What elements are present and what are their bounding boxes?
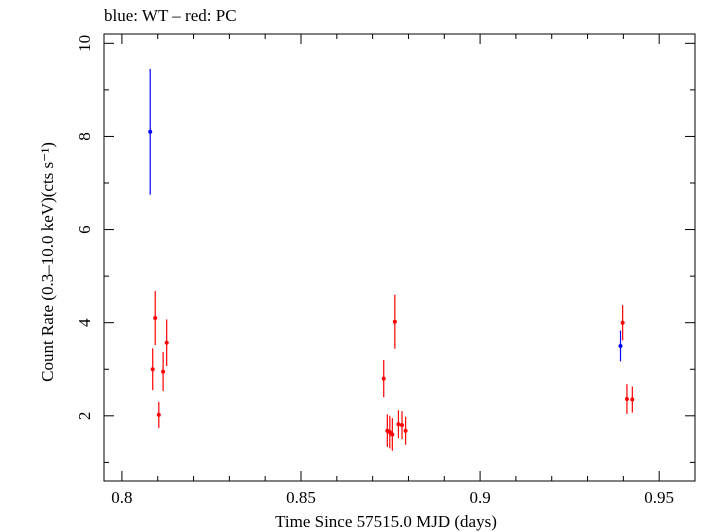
data-point (390, 432, 395, 437)
data-point (618, 343, 623, 348)
tick-labels: 0.8 0.85 0.9 0.95 2 4 6 8 10 (75, 35, 674, 507)
data-point (400, 423, 405, 428)
data-point (153, 316, 158, 321)
plot-frame (103, 33, 696, 482)
x-axis-label: Time Since 57515.0 MJD (days) (275, 512, 497, 531)
data-point (164, 340, 169, 345)
data-point (620, 320, 625, 325)
data-marks (148, 68, 635, 451)
data-point (624, 397, 629, 402)
data-point (156, 412, 161, 417)
y-tick-label: 6 (75, 225, 94, 234)
data-point (630, 397, 635, 402)
axis-ticks (104, 34, 696, 481)
x-tick-label: 0.95 (644, 488, 674, 507)
y-tick-label: 2 (75, 412, 94, 421)
data-point (161, 369, 166, 374)
x-tick-label: 0.85 (286, 488, 316, 507)
chart-title: blue: WT – red: PC (104, 6, 237, 25)
x-tick-label: 0.9 (469, 488, 490, 507)
data-point (381, 376, 386, 381)
data-point (148, 129, 153, 134)
y-tick-label: 4 (75, 318, 94, 327)
y-tick-label: 8 (75, 132, 94, 141)
y-axis-label: Count Rate (0.3–10.0 keV)(cts s⁻¹) (38, 142, 57, 382)
data-point (150, 367, 155, 372)
y-tick-label: 10 (75, 35, 94, 52)
data-point (396, 422, 401, 427)
x-tick-label: 0.8 (111, 488, 132, 507)
data-point (387, 430, 392, 435)
data-point (403, 428, 408, 433)
data-point (392, 319, 397, 324)
